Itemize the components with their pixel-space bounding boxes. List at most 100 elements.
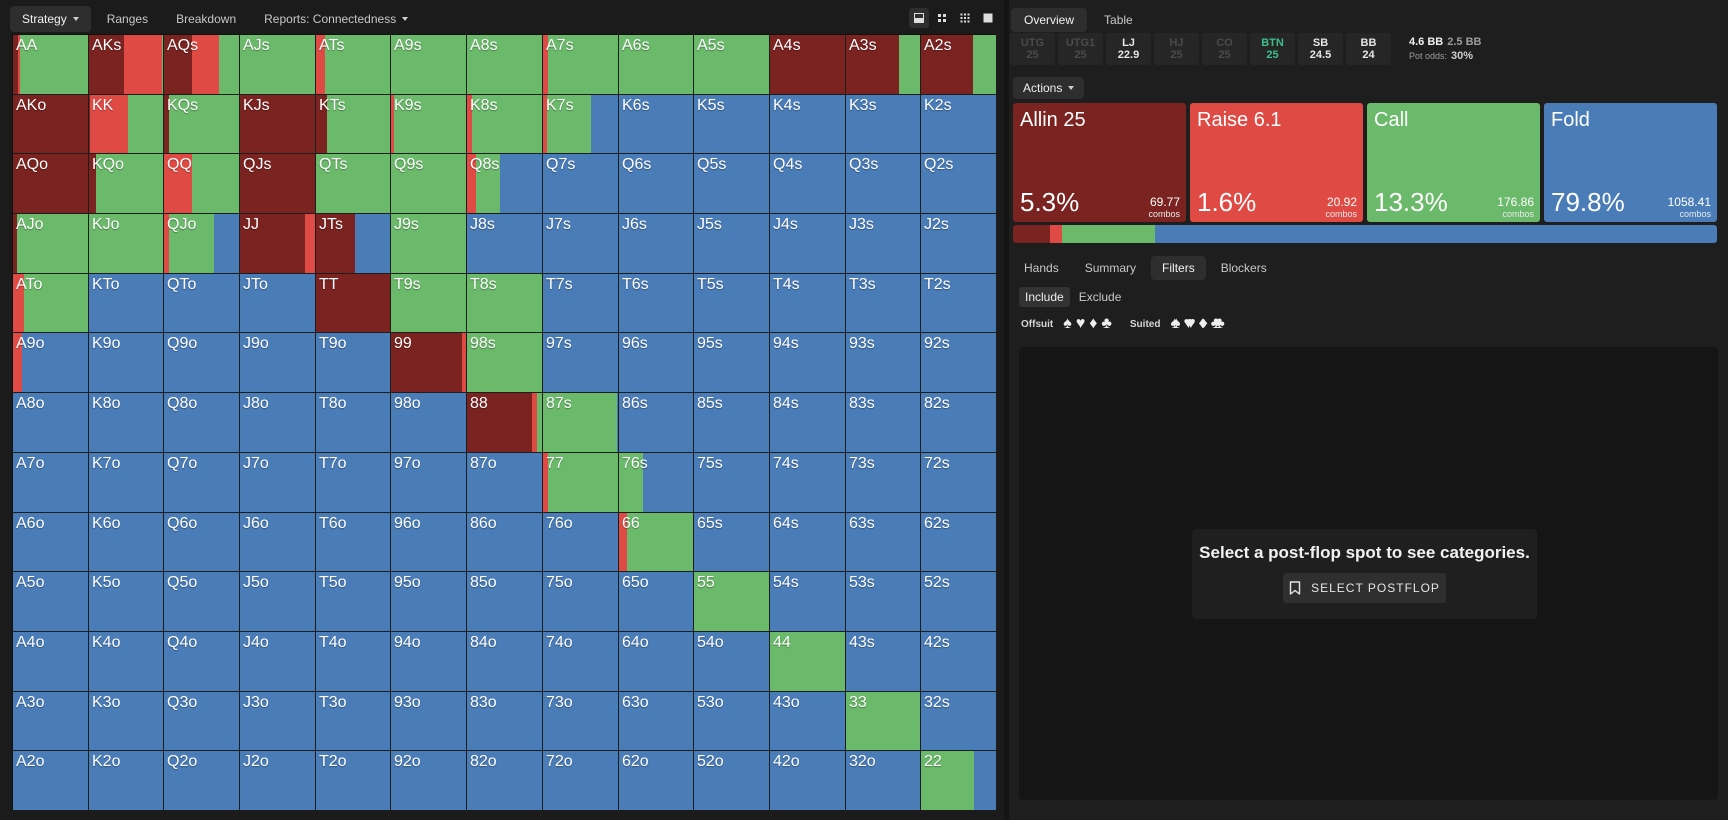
hand-cell[interactable]: AQs (164, 35, 240, 95)
hand-cell[interactable]: KQs (164, 95, 240, 154)
hand-cell[interactable]: Q9s (391, 154, 467, 214)
hand-cell[interactable]: K7o (89, 453, 164, 513)
hand-cell[interactable]: JJ (240, 214, 316, 274)
position-btn[interactable]: BTN 25 (1250, 33, 1295, 65)
hand-cell[interactable]: KQo (89, 154, 164, 214)
hand-cell[interactable]: QJs (240, 154, 316, 214)
hand-cell[interactable]: K4s (770, 95, 846, 154)
hand-cell[interactable]: T4o (316, 632, 391, 692)
hand-cell[interactable]: 63o (619, 692, 694, 751)
hand-cell[interactable]: 86s (619, 393, 694, 453)
hand-cell[interactable]: 53o (694, 692, 770, 751)
hand-cell[interactable]: Q2o (164, 751, 240, 811)
hand-cell[interactable]: K8s (467, 95, 543, 154)
hand-cell[interactable]: Q7s (543, 154, 619, 214)
hand-cell[interactable]: Q7o (164, 453, 240, 513)
hand-cell[interactable]: 97o (391, 453, 467, 513)
hand-cell[interactable]: J3s (846, 214, 921, 274)
hand-cell[interactable]: Q3s (846, 154, 921, 214)
hand-cell[interactable]: 95o (391, 572, 467, 632)
hand-cell[interactable]: KJo (89, 214, 164, 274)
hand-cell[interactable]: A5s (694, 35, 770, 95)
hand-cell[interactable]: 95s (694, 333, 770, 393)
offsuit-heart-icon[interactable]: ♥ (1075, 315, 1086, 332)
action-card-allin[interactable]: Allin 25 5.3% 69.77 combos (1013, 103, 1186, 222)
tab-ranges[interactable]: Ranges (95, 6, 160, 32)
hand-cell[interactable]: 98s (467, 333, 543, 393)
hand-cell[interactable]: 64s (770, 513, 846, 572)
hand-cell[interactable]: 94o (391, 632, 467, 692)
position-bb[interactable]: BB 24 (1346, 33, 1391, 65)
hand-cell[interactable]: 62s (921, 513, 997, 572)
hand-cell[interactable]: AJs (240, 35, 316, 95)
position-lj[interactable]: LJ 22.9 (1106, 33, 1151, 65)
hand-cell[interactable]: 73o (543, 692, 619, 751)
position-hj[interactable]: HJ 25 (1154, 33, 1199, 65)
hand-cell[interactable]: 77 (543, 453, 619, 513)
tab-table[interactable]: Table (1104, 13, 1133, 27)
hand-cell[interactable]: QTs (316, 154, 391, 214)
position-sb[interactable]: SB 24.5 (1298, 33, 1343, 65)
hand-cell[interactable]: T9o (316, 333, 391, 393)
hand-cell[interactable]: A7s (543, 35, 619, 95)
hand-cell[interactable]: J8s (467, 214, 543, 274)
hand-cell[interactable]: 98o (391, 393, 467, 453)
hand-cell[interactable]: J9s (391, 214, 467, 274)
hand-cell[interactable]: 82o (467, 751, 543, 811)
include-button[interactable]: Include (1019, 287, 1070, 307)
hand-cell[interactable]: A7o (13, 453, 89, 513)
hand-cell[interactable]: K5s (694, 95, 770, 154)
hand-cell[interactable]: 63s (846, 513, 921, 572)
hand-cell[interactable]: 96s (619, 333, 694, 393)
hand-cell[interactable]: QJo (164, 214, 240, 274)
hand-cell[interactable]: 92o (391, 751, 467, 811)
hand-cell[interactable]: 97s (543, 333, 619, 393)
hand-cell[interactable]: A4o (13, 632, 89, 692)
hand-cell[interactable]: A5o (13, 572, 89, 632)
hand-cell[interactable]: 32s (921, 692, 997, 751)
hand-cell[interactable]: J2s (921, 214, 997, 274)
hand-cell[interactable]: 52s (921, 572, 997, 632)
hand-cell[interactable]: J5s (694, 214, 770, 274)
hand-cell[interactable]: 83o (467, 692, 543, 751)
hand-cell[interactable]: Q5s (694, 154, 770, 214)
hand-cell[interactable]: T4s (770, 274, 846, 333)
hand-cell[interactable]: K4o (89, 632, 164, 692)
offsuit-spade-icon[interactable]: ♠ (1063, 315, 1072, 332)
hand-cell[interactable]: 94s (770, 333, 846, 393)
hand-cell[interactable]: 65s (694, 513, 770, 572)
hand-cell[interactable]: 52o (694, 751, 770, 811)
hand-cell[interactable]: AQo (13, 154, 89, 214)
hand-cell[interactable]: KTs (316, 95, 391, 154)
suited-club-icon[interactable]: ♣♣ (1210, 315, 1225, 332)
position-utg1[interactable]: UTG1 25 (1058, 33, 1103, 65)
hand-cell[interactable]: A3o (13, 692, 89, 751)
hand-cell[interactable]: QQ (164, 154, 240, 214)
hand-cell[interactable]: A6o (13, 513, 89, 572)
hand-cell[interactable]: 54s (770, 572, 846, 632)
hand-cell[interactable]: 82s (921, 393, 997, 453)
hand-cell[interactable]: Q9o (164, 333, 240, 393)
hand-cell[interactable]: T3s (846, 274, 921, 333)
tab-strategy[interactable]: Strategy (10, 6, 91, 32)
hand-cell[interactable]: Q6o (164, 513, 240, 572)
hand-cell[interactable]: J4s (770, 214, 846, 274)
hand-cell[interactable]: A8s (467, 35, 543, 95)
hand-cell[interactable]: 93s (846, 333, 921, 393)
hand-cell[interactable]: J6s (619, 214, 694, 274)
fullscreen-button[interactable] (978, 8, 998, 28)
hand-cell[interactable]: J3o (240, 692, 316, 751)
suited-spade-icon[interactable]: ♠♠ (1170, 315, 1180, 332)
hand-cell[interactable]: 72o (543, 751, 619, 811)
hand-cell[interactable]: T8s (467, 274, 543, 333)
action-card-raise[interactable]: Raise 6.1 1.6% 20.92 combos (1190, 103, 1363, 222)
hand-cell[interactable]: QTo (164, 274, 240, 333)
hand-cell[interactable]: KK (89, 95, 164, 154)
hand-cell[interactable]: K6s (619, 95, 694, 154)
hand-cell[interactable]: Q8s (467, 154, 543, 214)
hand-cell[interactable]: T2s (921, 274, 997, 333)
tab-filters[interactable]: Filters (1151, 256, 1206, 280)
hand-cell[interactable]: ATs (316, 35, 391, 95)
hand-cell[interactable]: KJs (240, 95, 316, 154)
hand-cell[interactable]: Q2s (921, 154, 997, 214)
